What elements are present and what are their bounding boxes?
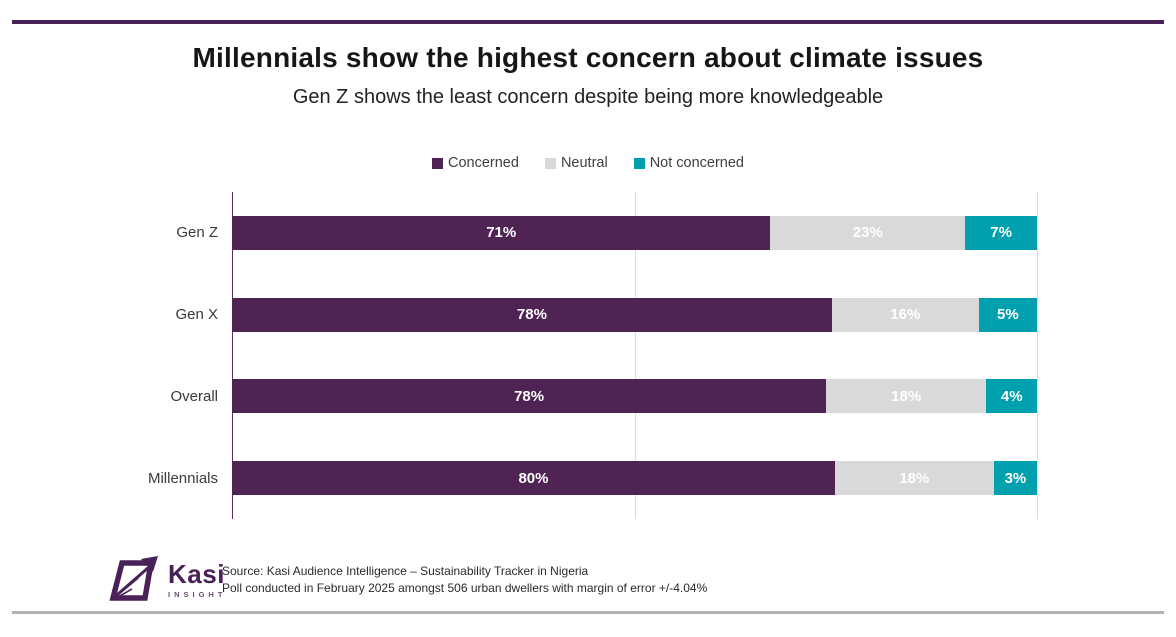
legend-item-not-concerned: Not concerned: [633, 155, 744, 171]
bar-value-label: 16%: [890, 306, 921, 324]
bar-segment-not-concerned: 7%: [965, 215, 1037, 250]
bar-value-label: 78%: [514, 387, 545, 405]
legend-label: Neutral: [560, 155, 608, 171]
logo-name: Kasi: [168, 559, 225, 590]
kasi-logo-icon: [109, 556, 158, 601]
gridline-100: [1037, 192, 1038, 519]
bar-segment-not-concerned: 4%: [986, 379, 1038, 414]
bar-segment-concerned: 78%: [232, 297, 832, 332]
bar-segment-neutral: 18%: [834, 461, 994, 496]
bar-value-label: 71%: [486, 224, 517, 242]
stacked-bar-chart: Gen Z 71% 23% 7% Gen X 78% 16% 5% Overall 78% 18% 4…: [78, 192, 1038, 519]
category-label: Millennials: [147, 469, 218, 487]
bar-segment-neutral: 23%: [770, 215, 966, 250]
logo-tagline: INSIGHT: [168, 590, 227, 600]
chart-title: Millennials show the highest concern abo…: [192, 42, 984, 73]
kasi-logo: Kasi INSIGHT: [108, 556, 226, 604]
category-label: Gen X: [175, 306, 218, 324]
bar-segment-neutral: 18%: [826, 379, 987, 414]
gridline-50: [634, 192, 636, 519]
bar-value-label: 18%: [899, 469, 930, 487]
bar-value-label: 80%: [518, 469, 549, 487]
category-label: Gen Z: [176, 224, 218, 242]
bar-value-label: 23%: [852, 224, 883, 242]
legend-item-concerned: Concerned: [432, 155, 519, 171]
source-line-1: Source: Kasi Audience Intelligence – Sus…: [222, 564, 589, 578]
bar-segment-not-concerned: 5%: [978, 297, 1037, 332]
bar-segment-concerned: 80%: [232, 461, 835, 496]
chart-row-gen-z: Gen Z 71% 23% 7%: [78, 192, 1037, 274]
chart-legend: Concerned Neutral Not concerned: [0, 155, 1176, 171]
chart-row-overall: Overall 78% 18% 4%: [78, 356, 1038, 438]
chart-row-millennials: Millennials 80% 18% 3%: [78, 437, 1037, 519]
legend-swatch-icon: [544, 157, 556, 169]
chart-subtitle: Gen Z shows the least concern despite be…: [292, 86, 884, 108]
source-line-2: Poll conducted in February 2025 amongst …: [222, 580, 708, 595]
legend-swatch-icon: [633, 157, 645, 169]
plot-grid: [232, 192, 1038, 519]
bar-value-label: 3%: [1004, 469, 1027, 487]
bar-value-label: 4%: [1000, 387, 1023, 405]
bar-track: 80% 18% 3%: [232, 461, 1037, 496]
bar-segment-not-concerned: 3%: [993, 461, 1037, 496]
bar-value-label: 5%: [997, 306, 1019, 324]
legend-swatch-icon: [432, 157, 443, 169]
bar-value-label: 7%: [990, 224, 1012, 242]
bar-value-label: 78%: [516, 306, 547, 324]
bar-segment-concerned: 78%: [232, 379, 827, 414]
bottom-divider: [12, 611, 1164, 614]
bar-segment-concerned: 71%: [232, 215, 771, 250]
bar-segment-neutral: 16%: [831, 297, 979, 332]
source-note: Source: Kasi Audience Intelligence – Sus…: [222, 563, 707, 596]
bar-track: 78% 18% 4%: [232, 379, 1038, 414]
legend-label: Not concerned: [649, 155, 744, 171]
bar-value-label: 18%: [891, 387, 922, 405]
category-label: Overall: [170, 387, 218, 405]
legend-item-neutral: Neutral: [544, 155, 608, 171]
bar-track: 71% 23% 7%: [232, 215, 1037, 250]
chart-row-gen-x: Gen X 78% 16% 5%: [78, 274, 1037, 356]
top-divider: [12, 20, 1164, 24]
bar-track: 78% 16% 5%: [232, 297, 1037, 332]
y-axis-line: [232, 192, 233, 519]
legend-label: Concerned: [448, 155, 519, 171]
